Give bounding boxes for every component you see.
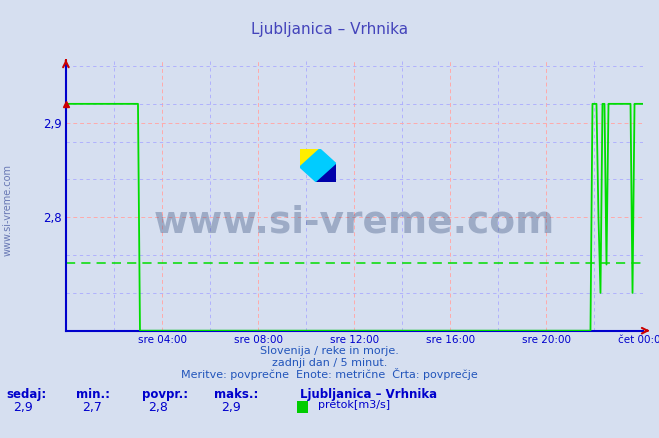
Polygon shape: [300, 149, 320, 167]
Text: maks.:: maks.:: [214, 388, 258, 401]
Text: 2,9: 2,9: [13, 401, 33, 414]
Polygon shape: [316, 164, 336, 182]
Text: www.si-vreme.com: www.si-vreme.com: [154, 205, 555, 241]
Text: pretok[m3/s]: pretok[m3/s]: [318, 400, 390, 410]
Text: Ljubljanica – Vrhnika: Ljubljanica – Vrhnika: [251, 22, 408, 37]
Text: 2,8: 2,8: [148, 401, 168, 414]
Polygon shape: [300, 149, 336, 182]
Text: Slovenija / reke in morje.: Slovenija / reke in morje.: [260, 346, 399, 356]
Text: min.:: min.:: [76, 388, 110, 401]
Text: www.si-vreme.com: www.si-vreme.com: [3, 164, 13, 256]
Text: zadnji dan / 5 minut.: zadnji dan / 5 minut.: [272, 358, 387, 368]
Text: sedaj:: sedaj:: [7, 388, 47, 401]
Text: 2,9: 2,9: [221, 401, 241, 414]
Text: 2,7: 2,7: [82, 401, 102, 414]
Text: povpr.:: povpr.:: [142, 388, 188, 401]
Text: Ljubljanica – Vrhnika: Ljubljanica – Vrhnika: [300, 388, 437, 401]
Text: Meritve: povprečne  Enote: metrične  Črta: povprečje: Meritve: povprečne Enote: metrične Črta:…: [181, 367, 478, 380]
